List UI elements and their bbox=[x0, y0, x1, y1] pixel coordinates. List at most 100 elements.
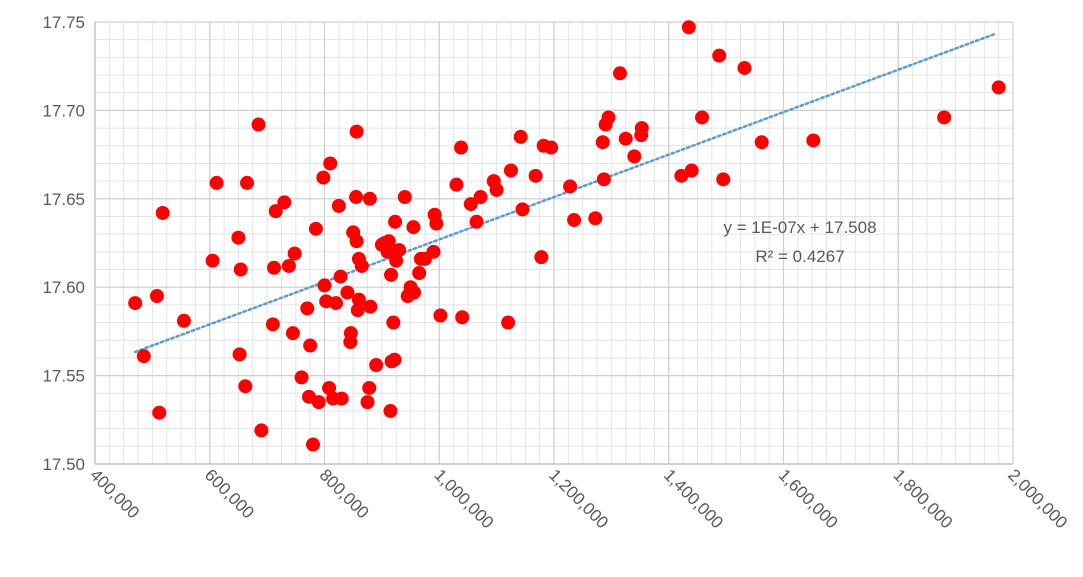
data-point bbox=[528, 168, 543, 183]
data-point bbox=[426, 244, 441, 259]
data-point bbox=[340, 285, 355, 300]
data-point bbox=[754, 135, 769, 150]
data-point bbox=[501, 315, 516, 330]
data-point bbox=[240, 175, 255, 190]
data-point bbox=[323, 156, 338, 171]
data-point bbox=[317, 278, 332, 293]
data-point bbox=[306, 437, 321, 452]
data-point bbox=[716, 172, 731, 187]
data-point bbox=[308, 221, 323, 236]
data-point bbox=[128, 296, 143, 311]
y-tick-label: 17.60 bbox=[42, 278, 85, 297]
data-point bbox=[265, 317, 280, 332]
data-point bbox=[406, 220, 421, 235]
data-point bbox=[349, 234, 364, 249]
data-point bbox=[695, 110, 710, 125]
data-point bbox=[300, 301, 315, 316]
data-point bbox=[343, 326, 358, 341]
data-point bbox=[463, 197, 478, 212]
data-point bbox=[601, 110, 616, 125]
y-tick-label: 17.50 bbox=[42, 455, 85, 474]
x-tick-label: 1,400,000 bbox=[660, 465, 727, 532]
y-axis-tick-labels: 17.50 17.55 17.60 17.65 17.70 17.75 bbox=[42, 13, 85, 474]
data-point bbox=[737, 60, 752, 75]
data-point bbox=[176, 313, 191, 328]
y-tick-label: 17.55 bbox=[42, 367, 85, 386]
data-point bbox=[354, 258, 369, 273]
data-point bbox=[534, 250, 549, 265]
data-point bbox=[152, 405, 167, 420]
data-point bbox=[362, 191, 377, 206]
y-tick-label: 17.65 bbox=[42, 190, 85, 209]
y-tick-label: 17.75 bbox=[42, 13, 85, 32]
data-point bbox=[684, 163, 699, 178]
data-point bbox=[937, 110, 952, 125]
data-point bbox=[281, 258, 296, 273]
data-point bbox=[331, 198, 346, 213]
data-point bbox=[392, 243, 407, 258]
data-point bbox=[388, 214, 403, 229]
x-tick-label: 1,800,000 bbox=[889, 465, 956, 532]
data-point bbox=[567, 213, 582, 228]
data-point bbox=[389, 253, 404, 268]
data-point bbox=[349, 190, 364, 205]
x-tick-label: 2,000,000 bbox=[1004, 465, 1071, 532]
x-tick-label: 1,600,000 bbox=[775, 465, 842, 532]
data-point bbox=[334, 391, 349, 406]
data-point bbox=[316, 170, 331, 185]
data-point bbox=[155, 205, 170, 220]
data-point bbox=[350, 303, 365, 318]
data-point bbox=[351, 292, 366, 307]
data-point bbox=[303, 338, 318, 353]
x-tick-label: 1,200,000 bbox=[545, 465, 612, 532]
data-point bbox=[384, 267, 399, 282]
data-point bbox=[369, 357, 384, 372]
data-point bbox=[618, 131, 633, 146]
axes bbox=[94, 22, 1013, 465]
data-point bbox=[412, 266, 427, 281]
data-point bbox=[322, 380, 337, 395]
data-point bbox=[397, 190, 412, 205]
data-point bbox=[712, 48, 727, 63]
data-point bbox=[588, 211, 603, 226]
data-point bbox=[333, 269, 348, 284]
data-point bbox=[627, 149, 642, 164]
data-point bbox=[251, 117, 266, 132]
data-point bbox=[387, 352, 402, 367]
data-point bbox=[806, 133, 821, 148]
data-point bbox=[362, 380, 377, 395]
data-point bbox=[674, 168, 689, 183]
trendline-annotation: y = 1E-07x + 17.508 R² = 0.4267 bbox=[723, 218, 876, 266]
data-point bbox=[254, 423, 269, 438]
x-tick-label: 400,000 bbox=[86, 465, 143, 522]
data-point bbox=[380, 244, 395, 259]
data-point bbox=[232, 347, 247, 362]
data-point bbox=[433, 308, 448, 323]
data-point bbox=[349, 124, 364, 139]
data-point bbox=[469, 214, 484, 229]
x-tick-label: 800,000 bbox=[316, 465, 373, 522]
y-tick-label: 17.70 bbox=[42, 101, 85, 120]
data-point bbox=[381, 234, 396, 249]
data-point bbox=[277, 195, 292, 210]
x-axis-tick-labels: 400,000 600,000 800,000 1,000,000 1,200,000 1… bbox=[86, 465, 1071, 532]
data-point bbox=[489, 182, 504, 197]
data-point bbox=[454, 140, 469, 155]
data-point bbox=[149, 289, 164, 304]
data-point bbox=[513, 129, 528, 144]
data-point bbox=[473, 190, 488, 205]
data-point bbox=[681, 20, 696, 35]
data-point bbox=[267, 260, 282, 275]
data-point bbox=[209, 175, 224, 190]
data-point bbox=[294, 370, 309, 385]
trendline-path bbox=[133, 32, 998, 354]
data-point bbox=[238, 379, 253, 394]
trendline bbox=[133, 32, 998, 354]
data-point bbox=[287, 246, 302, 261]
x-tick-label: 1,000,000 bbox=[430, 465, 497, 532]
data-point bbox=[363, 299, 378, 314]
data-point bbox=[233, 262, 248, 277]
data-point bbox=[285, 326, 300, 341]
trendline-equation: y = 1E-07x + 17.508 bbox=[723, 218, 876, 237]
